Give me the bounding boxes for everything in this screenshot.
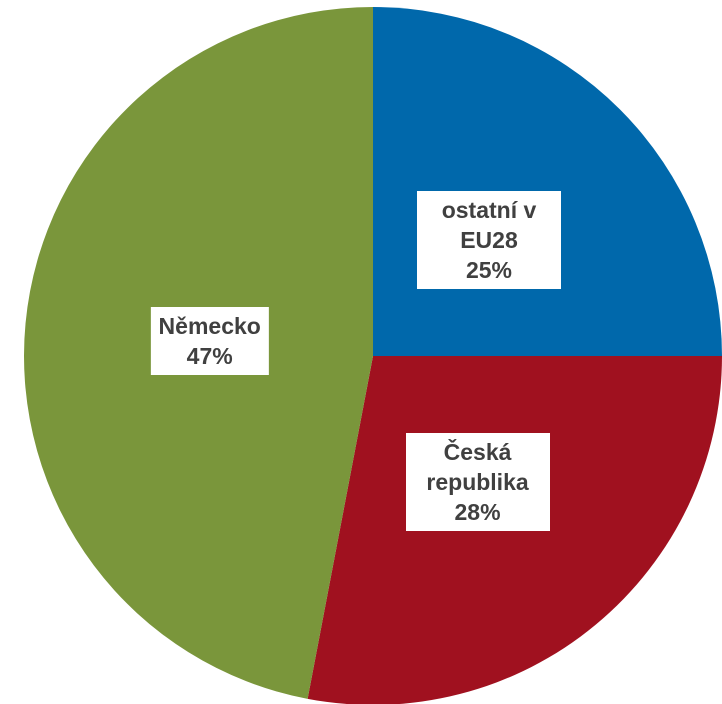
slice-label: Německo 47% — [150, 306, 269, 375]
slice-value: 47% — [186, 342, 233, 369]
slice-name: Česká republika — [426, 439, 529, 496]
slice-name: Německo — [158, 312, 261, 339]
pie-slice — [373, 7, 722, 356]
slice-name: ostatní v EU28 — [441, 197, 537, 253]
slice-value: 25% — [465, 257, 512, 283]
slice-label: Česká republika 28% — [405, 433, 550, 532]
slice-value: 28% — [454, 499, 501, 526]
slice-label: ostatní v EU28 25% — [416, 191, 561, 289]
